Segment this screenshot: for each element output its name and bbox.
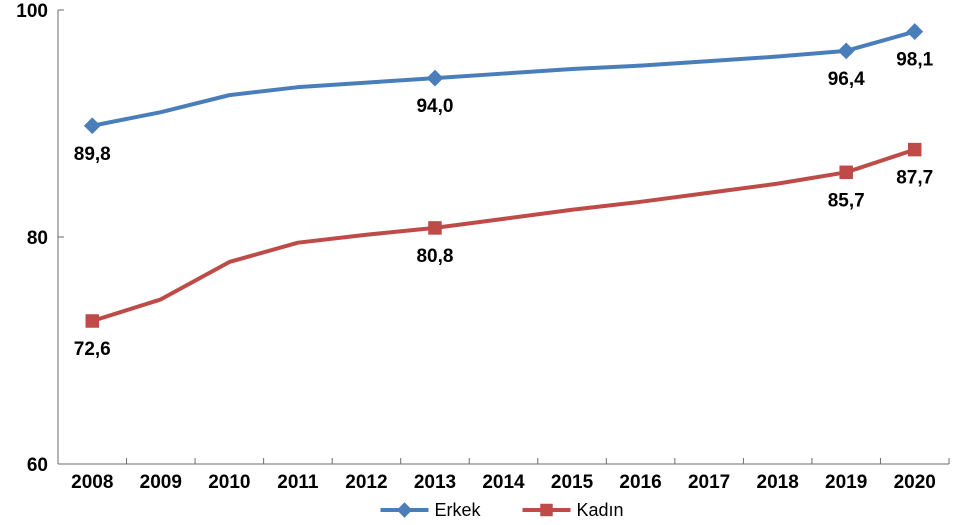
y-tick-label: 100	[16, 1, 48, 22]
x-tick-label: 2015	[551, 472, 594, 493]
x-tick-label: 2018	[757, 472, 799, 493]
x-tick-label: 2009	[140, 472, 182, 493]
y-tick-label: 80	[27, 228, 48, 249]
x-tick-label: 2016	[619, 472, 661, 493]
data-label: 80,8	[416, 246, 453, 267]
x-tick-label: 2011	[277, 472, 319, 493]
series-marker	[908, 143, 921, 156]
data-label: 94,0	[416, 96, 453, 117]
x-tick-label: 2017	[688, 472, 730, 493]
legend-label: Erkek	[435, 500, 482, 520]
series-marker	[86, 315, 99, 328]
data-label: 96,4	[828, 69, 865, 90]
line-chart: 60 80 100 2008 2009 2010 2011 2012 2013 2014 2015 2…	[0, 0, 959, 525]
x-tick-label: 2008	[71, 472, 113, 493]
data-label: 89,8	[74, 144, 111, 165]
chart-svg: 60 80 100 2008 2009 2010 2011 2012 2013 2014 2015 2…	[0, 0, 959, 525]
data-label: 87,7	[896, 168, 933, 189]
series-marker	[429, 222, 442, 235]
legend-marker	[540, 504, 553, 517]
data-label: 85,7	[828, 190, 865, 211]
x-tick-label: 2010	[208, 472, 250, 493]
x-tick-label: 2014	[482, 472, 525, 493]
x-tick-label: 2019	[825, 472, 867, 493]
series-marker	[840, 166, 853, 179]
x-tick-label: 2020	[894, 472, 936, 493]
y-tick-label: 60	[27, 455, 48, 476]
x-tick-label: 2013	[414, 472, 456, 493]
data-label: 72,6	[74, 339, 111, 360]
x-tick-label: 2012	[345, 472, 387, 493]
data-label: 98,1	[896, 50, 933, 71]
legend-label: Kadın	[577, 500, 624, 520]
